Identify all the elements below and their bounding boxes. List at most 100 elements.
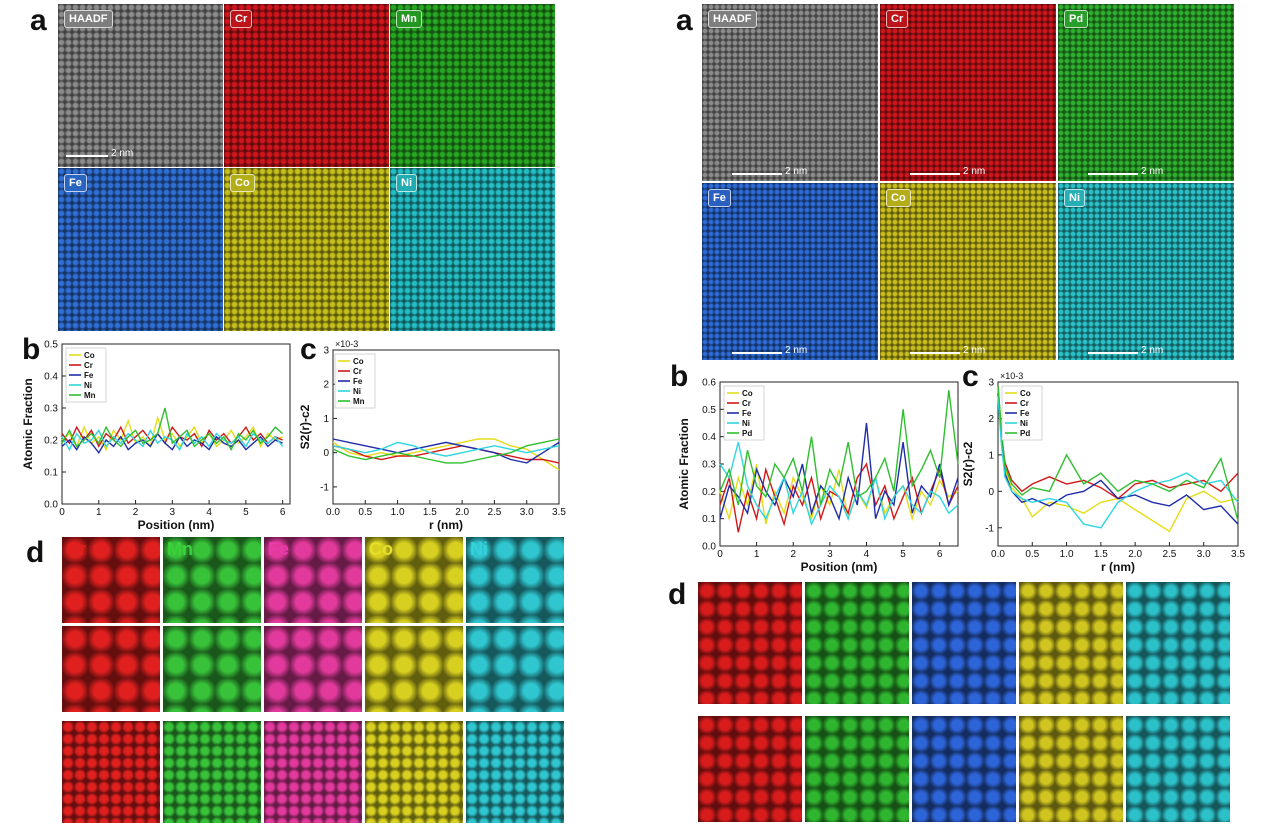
left-panel-c-letter: c (300, 333, 317, 366)
right-eds-maps: HAADF 2 nm Cr 2 nm Pd 2 nm Fe 2 nm Co 2 nm Ni 2 nm (702, 4, 1274, 360)
legend-label-cr: Cr (742, 399, 751, 408)
atom-tile-row2-col2 (163, 626, 261, 712)
y-tick-label: 0.0 (702, 542, 716, 553)
scale-bar: 2 nm (910, 166, 985, 177)
plot-frame (61, 343, 291, 505)
x-tick-label: 2 (133, 507, 139, 518)
scale-bar: 2 nm (732, 345, 807, 356)
scale-bar-label: 2 nm (111, 148, 134, 159)
y-tick-label: 0.1 (44, 468, 58, 479)
series-line-ni (719, 441, 959, 527)
scale-bar-label: 2 nm (1141, 345, 1164, 356)
y-tick-label: 0.3 (44, 404, 58, 415)
map-tile-ni: Ni (390, 168, 555, 331)
map-tile-cr: Cr (224, 4, 389, 167)
series-line-fe (332, 438, 560, 464)
left-eds-maps: HAADF 2 nm Cr Mn Fe Co Ni (58, 4, 555, 331)
element-tag: Fe (64, 174, 87, 192)
legend-label-fe: Fe (742, 409, 752, 418)
atom-tile-row3-col1 (62, 721, 160, 823)
x-tick-label: 0.0 (991, 549, 1005, 560)
atom-tile-row1-col5: Ni (466, 537, 564, 623)
map-tile-pd: Pd 2 nm (1058, 4, 1234, 181)
scale-bar-label: 2 nm (963, 345, 986, 356)
atom-tile-row1-col2: Mn (163, 537, 261, 623)
x-tick-label: 4 (206, 507, 212, 518)
element-tag: HAADF (64, 10, 113, 28)
legend-label-ni: Ni (353, 387, 361, 396)
right-panel-a-letter: a (676, 4, 693, 37)
element-tag: Cr (886, 10, 909, 28)
scale-bar-label: 2 nm (785, 345, 808, 356)
x-tick-label: 5 (243, 507, 249, 518)
y-tick-label: 0.0 (44, 500, 58, 511)
scale-bar: 2 nm (910, 345, 985, 356)
atom-tile-row2-col3 (264, 626, 362, 712)
x-tick-label: 6 (937, 549, 943, 560)
y-tick-label: 0.2 (44, 436, 58, 447)
x-tick-label: 6 (280, 507, 286, 518)
element-tag: HAADF (708, 10, 757, 28)
atom-tile-row2-col1 (62, 626, 160, 712)
element-tag: Ni (1064, 189, 1085, 207)
x-tick-label: 2.0 (455, 507, 469, 518)
map-tile-fe: Fe 2 nm (702, 183, 878, 360)
x-tick-label: 1.5 (423, 507, 437, 518)
element-tag: Ni (396, 174, 417, 192)
atom-tile-row2-col5 (1126, 716, 1230, 822)
y-tick-label: 0.6 (702, 378, 716, 389)
y-tick-label: 0.2 (702, 487, 716, 498)
y-axis-label: Atomic Fraction (21, 378, 35, 469)
element-tag: Cr (230, 10, 253, 28)
atom-tile-row2-col1 (698, 716, 802, 822)
atom-tile-row1-col1: Cr (62, 537, 160, 623)
y-tick-label: 0.3 (702, 460, 716, 471)
series-line-pd (719, 390, 959, 506)
series-line-fe (719, 422, 959, 521)
legend-label-co: Co (353, 357, 364, 366)
left-figure: a HAADF 2 nm Cr Mn Fe Co Ni b 0 1 2 3 4 5 6 0.0 0.1 0.2… (0, 0, 570, 828)
y-tick-label: 3 (323, 346, 329, 357)
atom-tile-row1-col2 (805, 582, 909, 704)
x-tick-label: 1.5 (1094, 549, 1108, 560)
map-tile-co: Co (224, 168, 389, 331)
y-tick-label: -1 (320, 482, 329, 493)
atom-tile-row1-col3: Fe (264, 537, 362, 623)
x-tick-label: 1 (96, 507, 102, 518)
atom-tile-label: Co (369, 539, 393, 559)
left-panel-a-letter: a (30, 4, 47, 37)
legend-label-ni: Ni (84, 381, 92, 390)
series-line-cr (997, 385, 1239, 500)
x-tick-label: 1.0 (391, 507, 405, 518)
atom-tile-label: Ni (470, 539, 488, 559)
element-tag: Fe (708, 189, 731, 207)
legend-label-co: Co (1020, 389, 1031, 398)
atom-tile-row2-col2 (805, 716, 909, 822)
x-tick-label: 3.0 (520, 507, 534, 518)
right-panel-b-letter: b (670, 360, 689, 393)
scale-bar: 2 nm (66, 148, 133, 159)
scale-bar: 2 nm (732, 166, 807, 177)
x-tick-label: 3 (170, 507, 176, 518)
y-axis-label: Atomic Fraction (677, 418, 691, 509)
x-tick-label: 0.5 (358, 507, 372, 518)
element-tag: Pd (1064, 10, 1089, 28)
legend-label-cr: Cr (84, 361, 93, 370)
scale-bar: 2 nm (1088, 166, 1163, 177)
y-tick-label: 3 (988, 378, 994, 389)
series-line-co (332, 438, 560, 471)
left-panel-b-letter: b (22, 333, 41, 366)
y-tick-label: 0.1 (702, 514, 716, 525)
y-tick-label: 1 (323, 414, 329, 425)
y-tick-label: 0.4 (44, 372, 58, 383)
x-axis-label: Position (nm) (801, 560, 878, 574)
legend-label-pd: Pd (1020, 429, 1030, 438)
atom-tile-row3-col2 (163, 721, 261, 823)
right-figure: a HAADF 2 nm Cr 2 nm Pd 2 nm Fe 2 nm Co 2 nm Ni 2 n… (640, 0, 1280, 828)
y-tick-label: 0.4 (702, 432, 716, 443)
right-s2r-chart: 0.0 0.5 1.0 1.5 2.0 2.5 3.0 3.5 -1 0 1 2 3 r (nm) S2(r… (961, 371, 1245, 574)
right-panel-d-letter: d (668, 578, 687, 611)
scale-bar-label: 2 nm (785, 166, 808, 177)
left-panel-d-letter: d (26, 536, 45, 569)
series-line-ni (332, 441, 560, 457)
